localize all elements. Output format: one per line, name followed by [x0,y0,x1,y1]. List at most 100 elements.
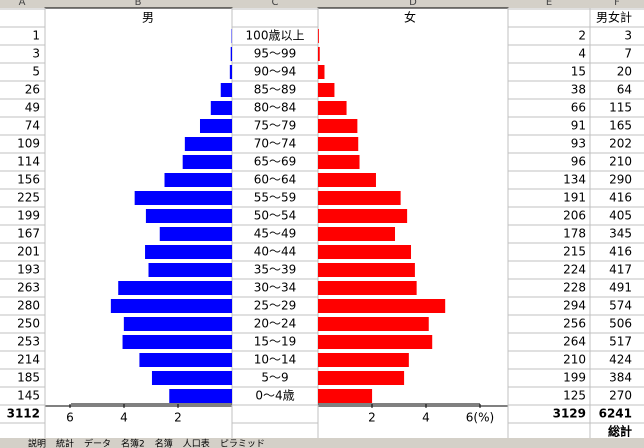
age-label: 85〜89 [254,83,297,97]
age-label: 55〜59 [254,191,297,205]
total-count: 416 [609,191,632,205]
total-count: 210 [609,155,632,169]
male-count: 26 [25,83,40,97]
female-count: 199 [563,371,586,385]
female-count: 256 [563,317,586,331]
grand-total: 6241 [599,407,632,421]
male-bar [229,65,232,79]
male-bar [123,317,232,331]
sheet-tab[interactable]: 名簿 [155,438,173,448]
sheet-tab[interactable]: 名簿2 [121,438,145,448]
male-count: 253 [17,335,40,349]
total-count: 7 [624,47,632,61]
total-count: 345 [609,227,632,241]
female-count: 178 [563,227,586,241]
male-bar [145,245,232,259]
female-bar [318,353,409,367]
total-count: 506 [609,317,632,331]
total-count: 405 [609,209,632,223]
male-bar [210,101,232,115]
male-bar [169,389,232,403]
male-count: 145 [17,389,40,403]
column-letter: A [19,0,26,8]
total-label: 総計 [608,424,632,439]
female-count: 4 [578,47,586,61]
female-bar [318,245,412,259]
male-bar [139,353,232,367]
age-label: 95〜99 [254,47,297,61]
total-count: 384 [609,371,632,385]
male-bar [159,227,232,241]
female-count: 91 [571,119,586,133]
male-count: 167 [17,227,40,241]
column-letter: F [614,0,620,8]
female-bar [318,137,359,151]
age-label: 90〜94 [254,65,297,79]
tick-label: 2 [368,411,376,425]
male-count: 214 [17,353,40,367]
male-bar [110,299,232,313]
male-count: 1 [32,29,40,43]
female-count: 38 [571,83,586,97]
male-count: 193 [17,263,40,277]
male-count: 114 [17,155,40,169]
female-bar [318,317,429,331]
male-header: 男 [142,11,154,25]
total-count: 491 [609,281,632,295]
female-bar [318,83,335,97]
total-count: 3 [624,29,632,43]
tick-label: 2 [174,411,182,425]
total-count: 290 [609,173,632,187]
age-label: 80〜84 [254,101,297,115]
age-label: 0〜4歳 [255,389,294,403]
age-label: 65〜69 [254,155,297,169]
male-bar [164,173,232,187]
male-bar [148,263,232,277]
sheet-tab[interactable]: 説明 [28,438,46,448]
age-label: 20〜24 [254,317,297,331]
female-count: 294 [563,299,586,313]
age-label: 100歳以上 [246,29,305,43]
sheet-tab[interactable]: 人口表 [183,438,210,448]
total-count: 115 [609,101,632,115]
column-letter: B [135,0,142,8]
female-bar [318,29,319,43]
age-label: 70〜74 [254,137,297,151]
male-bar [145,209,232,223]
female-bar [318,281,417,295]
tick-label: 4 [422,411,430,425]
column-letter: E [546,0,552,8]
sheet-tab[interactable]: データ [84,438,111,448]
male-bar [230,47,232,61]
male-count: 3 [32,47,40,61]
female-count: 191 [563,191,586,205]
male-bar [184,137,232,151]
sheet-tab[interactable]: ピラミッド [220,439,265,448]
age-label: 50〜54 [254,209,297,223]
total-count: 20 [617,65,632,79]
female-total: 3129 [553,407,586,421]
tick-label: 4 [120,411,128,425]
sheet-tab[interactable]: 統計 [56,438,74,448]
total-count: 202 [609,137,632,151]
total-count: 165 [609,119,632,133]
male-bar [220,83,232,97]
female-bar [318,227,396,241]
male-bar [182,155,232,169]
male-count: 263 [17,281,40,295]
female-bar [318,335,433,349]
female-header: 女 [404,10,416,25]
male-count: 156 [17,173,40,187]
total-count: 417 [609,263,632,277]
tick-label: 6 [66,411,74,425]
age-label: 15〜19 [254,335,297,349]
female-count: 206 [563,209,586,223]
female-bar [318,101,347,115]
female-bar [318,389,373,403]
male-count: 201 [17,245,40,259]
female-count: 134 [563,173,586,187]
male-bar [118,281,232,295]
female-bar [318,155,360,169]
male-count: 49 [25,101,40,115]
female-count: 264 [563,335,586,349]
